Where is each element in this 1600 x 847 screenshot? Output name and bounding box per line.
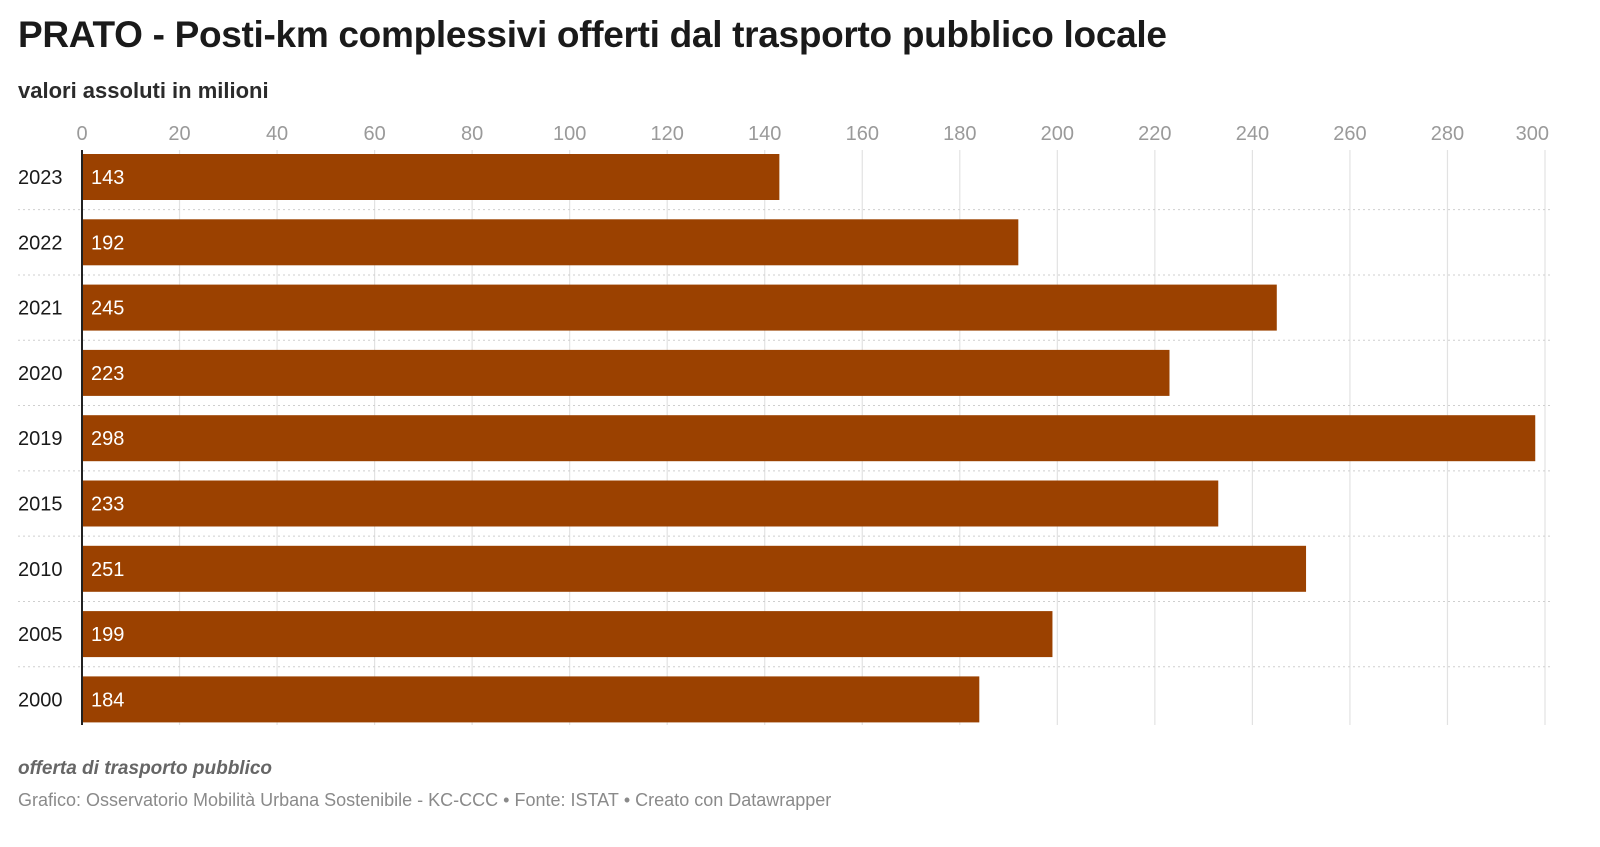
bar-2022 [82, 219, 1019, 266]
category-label: 2019 [18, 428, 63, 450]
x-tick-label: 260 [1333, 123, 1366, 145]
bar-value-label: 192 [91, 232, 124, 254]
category-label: 2010 [18, 559, 63, 581]
bar-value-label: 251 [91, 559, 124, 581]
x-axis-ticks: 0 20 40 60 80 100 120 140 160 180 200 220 240 260 280 3… [76, 123, 1549, 145]
chart-notes: offerta di trasporto pubblico [18, 758, 273, 779]
bar-2020 [82, 349, 1170, 396]
credit-separator: • [503, 790, 510, 810]
bars: 143 192 245 223 298 233 251 199 184 [82, 154, 1536, 723]
credit-source: Fonte: ISTAT [514, 790, 619, 810]
bar-value-label: 223 [91, 363, 124, 385]
x-tick-label: 120 [651, 123, 684, 145]
bar-2023 [82, 154, 780, 200]
x-tick-label: 180 [943, 123, 976, 145]
y-axis-categories: 2023 2022 2021 2020 2019 2015 2010 2005 2000 [18, 167, 63, 711]
x-tick-label: 20 [168, 123, 190, 145]
chart-credits: Grafico: Osservatorio Mobilità Urbana So… [18, 790, 831, 811]
bar-2015 [82, 480, 1219, 527]
category-label: 2021 [18, 298, 63, 320]
bar-2005 [82, 611, 1053, 658]
bar-value-label: 184 [91, 689, 124, 711]
x-tick-label: 80 [461, 123, 483, 145]
chart-subtitle: valori assoluti in milioni [18, 78, 269, 103]
category-label: 2023 [18, 167, 63, 189]
bar-value-label: 298 [91, 428, 124, 450]
category-label: 2022 [18, 232, 63, 254]
bar-2000 [82, 676, 980, 723]
x-tick-label: 280 [1431, 123, 1464, 145]
x-tick-label: 240 [1236, 123, 1269, 145]
bar-value-label: 233 [91, 494, 124, 516]
category-label: 2015 [18, 494, 63, 516]
x-tick-label: 200 [1041, 123, 1074, 145]
bar-value-label: 245 [91, 298, 124, 320]
category-label: 2000 [18, 689, 63, 711]
category-label: 2020 [18, 363, 63, 385]
credit-separator: • [623, 790, 631, 810]
chart-title: PRATO - Posti-km complessivi offerti dal… [18, 14, 1167, 55]
x-tick-label: 160 [846, 123, 879, 145]
x-tick-label: 0 [76, 123, 87, 145]
x-tick-label: 40 [266, 123, 288, 145]
x-tick-label: 100 [553, 123, 586, 145]
bar-2019 [82, 415, 1536, 462]
bar-2010 [82, 545, 1307, 592]
bar-value-label: 143 [91, 167, 124, 189]
x-tick-label: 60 [363, 123, 385, 145]
category-label: 2005 [18, 624, 63, 646]
x-tick-label: 140 [748, 123, 781, 145]
x-tick-label: 220 [1138, 123, 1171, 145]
credit-tool: Creato con Datawrapper [635, 790, 832, 810]
credit-chart-by: Grafico: Osservatorio Mobilità Urbana So… [18, 790, 499, 810]
x-tick-label: 300 [1516, 123, 1549, 145]
bar-value-label: 199 [91, 624, 124, 646]
bar-2021 [82, 284, 1277, 331]
